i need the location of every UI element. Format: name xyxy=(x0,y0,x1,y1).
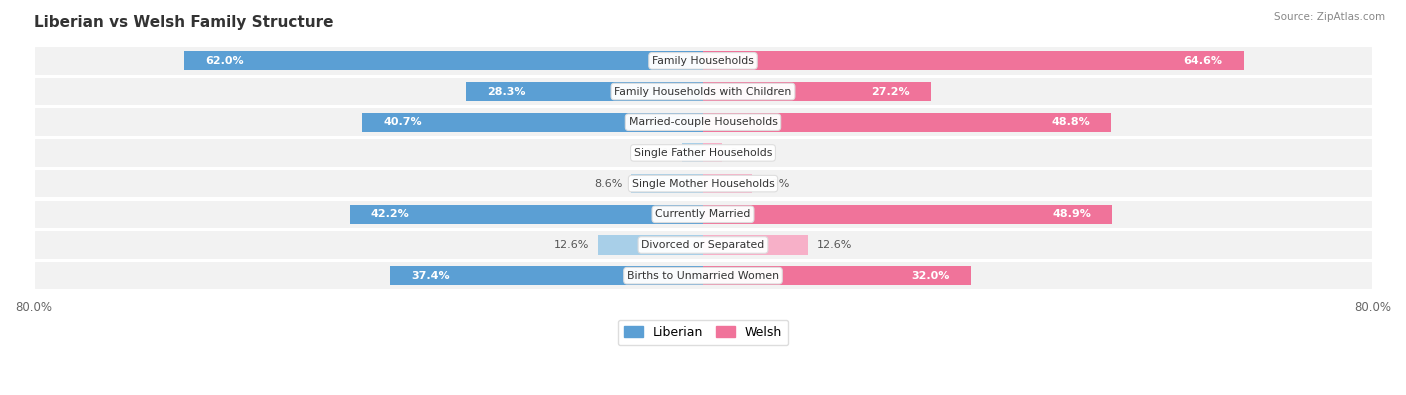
Text: Births to Unmarried Women: Births to Unmarried Women xyxy=(627,271,779,281)
Bar xyxy=(184,51,703,70)
Bar xyxy=(703,51,1244,70)
Bar xyxy=(703,266,970,285)
Text: 12.6%: 12.6% xyxy=(817,240,852,250)
Text: 12.6%: 12.6% xyxy=(554,240,589,250)
Text: 5.9%: 5.9% xyxy=(761,179,789,188)
Text: 2.3%: 2.3% xyxy=(731,148,759,158)
Bar xyxy=(34,77,1372,106)
Bar xyxy=(703,174,752,193)
Bar xyxy=(34,261,1372,290)
Bar xyxy=(703,235,808,254)
Text: Liberian vs Welsh Family Structure: Liberian vs Welsh Family Structure xyxy=(34,15,333,30)
Text: Divorced or Separated: Divorced or Separated xyxy=(641,240,765,250)
Bar xyxy=(682,143,703,162)
Bar xyxy=(703,113,1111,132)
Text: 28.3%: 28.3% xyxy=(486,87,526,96)
Bar xyxy=(363,113,703,132)
Bar xyxy=(34,138,1372,167)
Text: 40.7%: 40.7% xyxy=(384,117,422,127)
Bar xyxy=(598,235,703,254)
Bar xyxy=(34,199,1372,229)
Bar xyxy=(703,205,1112,224)
Bar xyxy=(350,205,703,224)
Text: Family Households: Family Households xyxy=(652,56,754,66)
Text: 27.2%: 27.2% xyxy=(872,87,910,96)
Bar xyxy=(34,107,1372,137)
Bar xyxy=(34,46,1372,75)
Text: Family Households with Children: Family Households with Children xyxy=(614,87,792,96)
Bar xyxy=(631,174,703,193)
Text: 48.8%: 48.8% xyxy=(1052,117,1091,127)
Text: Single Mother Households: Single Mother Households xyxy=(631,179,775,188)
Text: 62.0%: 62.0% xyxy=(205,56,243,66)
Text: Currently Married: Currently Married xyxy=(655,209,751,219)
Bar xyxy=(703,82,931,101)
Text: 42.2%: 42.2% xyxy=(371,209,409,219)
Text: 2.5%: 2.5% xyxy=(645,148,673,158)
Bar xyxy=(467,82,703,101)
Text: 48.9%: 48.9% xyxy=(1053,209,1091,219)
Text: 8.6%: 8.6% xyxy=(595,179,623,188)
Text: 64.6%: 64.6% xyxy=(1184,56,1223,66)
Text: Single Father Households: Single Father Households xyxy=(634,148,772,158)
Text: Married-couple Households: Married-couple Households xyxy=(628,117,778,127)
Legend: Liberian, Welsh: Liberian, Welsh xyxy=(619,320,787,346)
Bar xyxy=(34,169,1372,198)
Bar xyxy=(703,143,723,162)
Bar xyxy=(34,230,1372,260)
Text: Source: ZipAtlas.com: Source: ZipAtlas.com xyxy=(1274,12,1385,22)
Text: 37.4%: 37.4% xyxy=(411,271,450,281)
Bar xyxy=(389,266,703,285)
Text: 32.0%: 32.0% xyxy=(911,271,950,281)
